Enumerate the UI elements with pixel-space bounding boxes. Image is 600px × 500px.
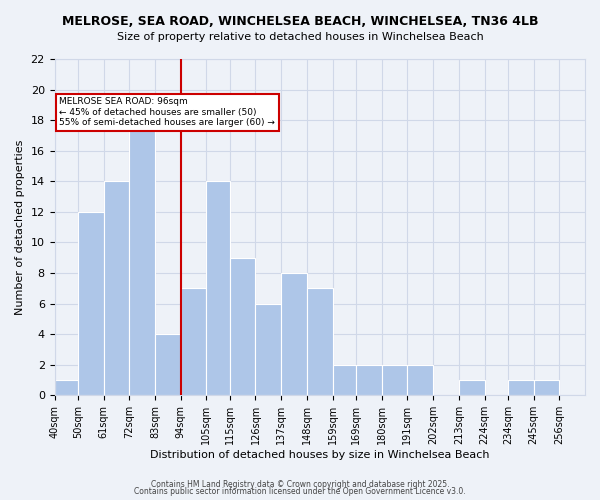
Bar	[181, 288, 206, 396]
Bar	[281, 273, 307, 396]
Bar	[155, 334, 181, 396]
Bar	[332, 365, 356, 396]
Bar	[256, 304, 281, 396]
Text: MELROSE SEA ROAD: 96sqm
← 45% of detached houses are smaller (50)
55% of semi-de: MELROSE SEA ROAD: 96sqm ← 45% of detache…	[59, 97, 275, 127]
Bar	[130, 120, 155, 396]
Bar	[459, 380, 485, 396]
X-axis label: Distribution of detached houses by size in Winchelsea Beach: Distribution of detached houses by size …	[150, 450, 490, 460]
Y-axis label: Number of detached properties: Number of detached properties	[15, 140, 25, 315]
Bar	[382, 365, 407, 396]
Text: MELROSE, SEA ROAD, WINCHELSEA BEACH, WINCHELSEA, TN36 4LB: MELROSE, SEA ROAD, WINCHELSEA BEACH, WIN…	[62, 15, 538, 28]
Bar	[307, 288, 332, 396]
Bar	[104, 182, 130, 396]
Text: Contains HM Land Registry data © Crown copyright and database right 2025.: Contains HM Land Registry data © Crown c…	[151, 480, 449, 489]
Bar	[407, 365, 433, 396]
Bar	[508, 380, 533, 396]
Text: Contains public sector information licensed under the Open Government Licence v3: Contains public sector information licen…	[134, 488, 466, 496]
Bar	[230, 258, 256, 396]
Bar	[78, 212, 104, 396]
Bar	[533, 380, 559, 396]
Bar	[55, 380, 78, 396]
Bar	[356, 365, 382, 396]
Text: Size of property relative to detached houses in Winchelsea Beach: Size of property relative to detached ho…	[116, 32, 484, 42]
Bar	[206, 182, 230, 396]
